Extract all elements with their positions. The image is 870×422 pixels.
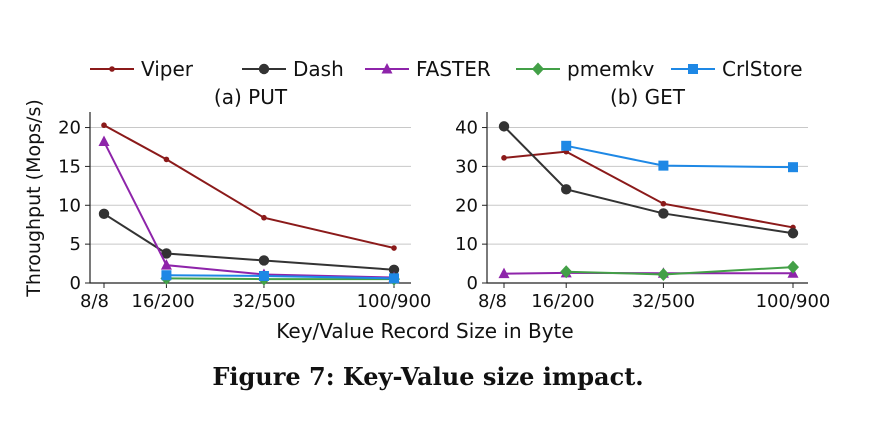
x-tick-label: 100/900 (756, 291, 831, 312)
data-point-viper (391, 245, 397, 251)
x-tick-label: 32/500 (232, 291, 295, 312)
panel-title: (b) GET (610, 85, 686, 109)
figure-caption: Figure 7: Key-Value size impact. (212, 362, 643, 391)
x-tick-label: 8/8 (478, 291, 507, 312)
legend: Viper Dash FASTER pmemkv CrlStore (90, 57, 803, 81)
legend-marker-viper (109, 66, 115, 72)
panel-put: 0 5 10 15 20 8/8 16/200 32/500 100/900 (a) PUT (58, 85, 431, 312)
legend-label-viper: Viper (141, 57, 194, 81)
series-line-crlstore (566, 144, 794, 169)
data-point-faster (98, 135, 110, 147)
series-line-dash (103, 212, 395, 271)
data-point-viper (501, 155, 507, 161)
data-point-crlstore (258, 271, 269, 282)
x-tick-label: 32/500 (632, 291, 695, 312)
y-tick-label: 15 (58, 156, 81, 177)
data-point-pmemkv (560, 265, 573, 279)
data-point-faster (160, 259, 172, 270)
data-point-dash (561, 184, 572, 195)
data-point-crlstore (561, 140, 572, 151)
y-tick-label: 10 (455, 234, 478, 255)
y-tick-label: 10 (58, 195, 81, 216)
data-point-viper (101, 122, 107, 129)
legend-label-pmemkv: pmemkv (567, 57, 655, 81)
data-point-crlstore (161, 270, 172, 281)
legend-marker-crlstore (688, 64, 698, 74)
data-point-dash (658, 208, 669, 219)
legend-label-faster: FASTER (416, 57, 491, 81)
series-line-viper (103, 124, 395, 249)
data-point-viper (163, 156, 170, 163)
x-tick-label: 16/200 (131, 291, 194, 312)
legend-marker-dash (258, 63, 270, 75)
y-tick-label: 30 (455, 156, 478, 177)
x-tick-label: 16/200 (531, 291, 594, 312)
data-point-dash (98, 208, 110, 220)
data-point-dash (388, 264, 400, 275)
data-point-dash (161, 248, 172, 259)
legend-label-crlstore: CrlStore (722, 57, 803, 81)
data-point-crlstore (389, 273, 399, 284)
y-tick-label: 40 (455, 118, 478, 139)
y-tick-label: 5 (70, 234, 81, 255)
data-point-dash (498, 121, 510, 132)
y-tick-label: 0 (467, 273, 478, 294)
series-line-viper (503, 150, 794, 229)
data-point-dash (258, 255, 270, 266)
panel-title: (a) PUT (214, 85, 288, 109)
panel-get: 0 10 20 30 40 8/8 16/200 32/500 100/900 (b) GET (455, 85, 830, 312)
axes (89, 112, 411, 284)
data-point-faster (498, 267, 510, 279)
axes (486, 112, 808, 284)
legend-marker-pmemkv (532, 62, 544, 76)
y-tick-label: 0 (70, 273, 81, 294)
data-point-crlstore (658, 160, 669, 171)
data-point-pmemkv (787, 260, 799, 274)
x-axis-label: Key/Value Record Size in Byte (276, 319, 573, 343)
series-line-dash (503, 125, 794, 235)
data-point-pmemkv (657, 267, 670, 281)
legend-label-dash: Dash (293, 57, 344, 81)
data-point-dash (787, 228, 799, 239)
y-axis-label: Throughput (Mops/s) (23, 99, 45, 298)
y-tick-label: 20 (455, 195, 478, 216)
x-tick-label: 8/8 (80, 291, 109, 312)
y-tick-label: 20 (58, 118, 81, 139)
data-point-viper (261, 214, 267, 221)
x-tick-label: 100/900 (357, 291, 432, 312)
data-point-viper (660, 200, 667, 207)
legend-marker-faster (381, 63, 393, 74)
data-point-crlstore (788, 162, 798, 173)
series-line-faster (103, 141, 395, 279)
